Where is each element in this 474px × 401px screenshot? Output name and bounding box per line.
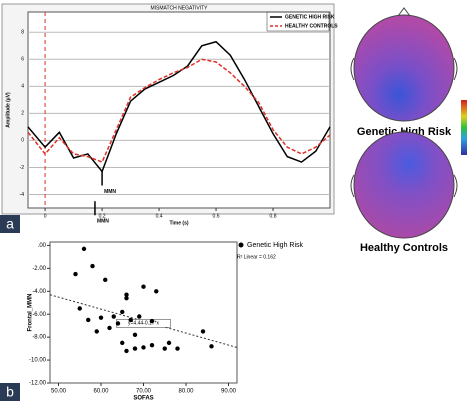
point [90,263,95,269]
x-tick-label: 50.00 [51,389,67,395]
point [149,318,155,324]
y-tick-label: -6.00 [32,312,46,318]
point [149,342,155,348]
point [132,346,138,351]
y-tick-label: -12.00 [29,381,47,387]
point [124,292,129,297]
x-axis-label: SOFAS [133,396,153,401]
x-axis-label: Time (s) [169,220,188,226]
x-tick-label: 0.6 [213,213,220,219]
y-tick-label: -4 [20,192,25,198]
point [73,271,78,277]
panel-label: b [6,384,14,400]
legend-label: HEALTHY CONTROLS [285,23,338,29]
point [209,344,214,349]
panel-label: a [6,216,14,232]
point [141,284,146,289]
legend-label: Genetic High Risk [247,242,304,249]
point [200,329,206,334]
point [111,314,116,319]
y-tick-label: 2 [21,111,24,117]
y-tick-label: -8.00 [32,335,46,341]
point [162,346,167,351]
x-tick-label: 0 [44,213,47,219]
y-tick-label: .00 [38,243,47,249]
point [128,317,133,323]
x-tick-label: 70.00 [136,389,152,395]
x-tick-label: 0.4 [156,213,163,219]
topomap: Genetic High Risk Healthy Controls [350,7,467,254]
plot-area [27,11,331,209]
annotation: MMN [97,219,109,225]
y-tick-label: 8 [21,30,24,36]
point [141,345,146,350]
point [132,332,138,338]
x-tick-label: 60.00 [93,389,109,395]
plot-area [49,241,238,384]
point [81,246,87,252]
fit-label: R² Linear = 0.162 [237,254,276,260]
point [103,277,108,283]
x-tick-label: 0.8 [270,213,277,219]
point [77,306,82,311]
point [120,309,125,315]
y-tick-label: -10.00 [29,358,47,364]
fit-equation: y=4.44-0.17*x [128,321,159,327]
y-tick-label: -2.00 [32,266,46,272]
y-tick-label: 0 [21,138,24,144]
point [137,314,142,319]
point [124,295,129,301]
point [107,325,112,331]
annotation: MMN [104,189,116,195]
point [166,340,172,346]
point [175,346,180,351]
topomap-label: Healthy Controls [360,242,448,254]
point [98,315,104,320]
legend-frame [266,11,330,32]
y-tick-label: 4 [21,84,24,90]
point [124,348,129,354]
point [120,340,125,346]
legend-label: GENETIC HIGH RISK [285,14,335,20]
chart-title: MISMATCH NEGATIVITY [150,5,208,11]
line [27,58,331,163]
y-axis-label: Amplitude (µV) [5,92,11,128]
y-tick-label: -2 [20,165,25,171]
panel-label-box [0,383,20,401]
y-tick-label: -4.00 [32,289,46,295]
point [154,289,159,294]
x-tick-label: 90.00 [221,389,237,395]
point [86,317,91,323]
x-tick-label: 80.00 [178,389,194,395]
point [115,321,121,326]
x-tick-label: 0.2 [99,213,106,219]
panel-label-box [0,215,20,233]
point [94,329,99,334]
y-axis-label: Frontal_MMN [28,294,34,332]
legend-marker [238,242,244,248]
y-tick-label: 6 [21,57,24,63]
